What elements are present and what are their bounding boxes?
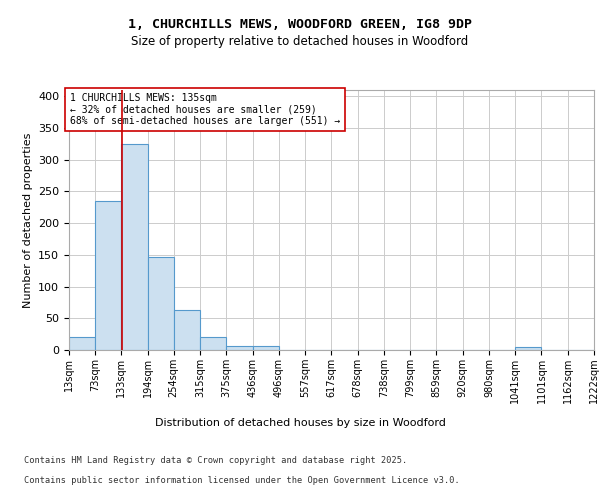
- Text: 1, CHURCHILLS MEWS, WOODFORD GREEN, IG8 9DP: 1, CHURCHILLS MEWS, WOODFORD GREEN, IG8 …: [128, 18, 472, 30]
- Bar: [226, 346, 253, 350]
- Text: Contains public sector information licensed under the Open Government Licence v3: Contains public sector information licen…: [24, 476, 460, 485]
- Bar: [253, 346, 279, 350]
- Y-axis label: Number of detached properties: Number of detached properties: [23, 132, 32, 308]
- Bar: [95, 201, 121, 350]
- Bar: [200, 338, 226, 350]
- Bar: [69, 338, 95, 350]
- Text: Size of property relative to detached houses in Woodford: Size of property relative to detached ho…: [131, 35, 469, 48]
- Bar: [173, 310, 200, 350]
- Bar: [121, 144, 148, 350]
- Text: Distribution of detached houses by size in Woodford: Distribution of detached houses by size …: [155, 418, 445, 428]
- Text: Contains HM Land Registry data © Crown copyright and database right 2025.: Contains HM Land Registry data © Crown c…: [24, 456, 407, 465]
- Bar: [515, 348, 541, 350]
- Text: 1 CHURCHILLS MEWS: 135sqm
← 32% of detached houses are smaller (259)
68% of semi: 1 CHURCHILLS MEWS: 135sqm ← 32% of detac…: [70, 93, 340, 126]
- Bar: [148, 257, 173, 350]
